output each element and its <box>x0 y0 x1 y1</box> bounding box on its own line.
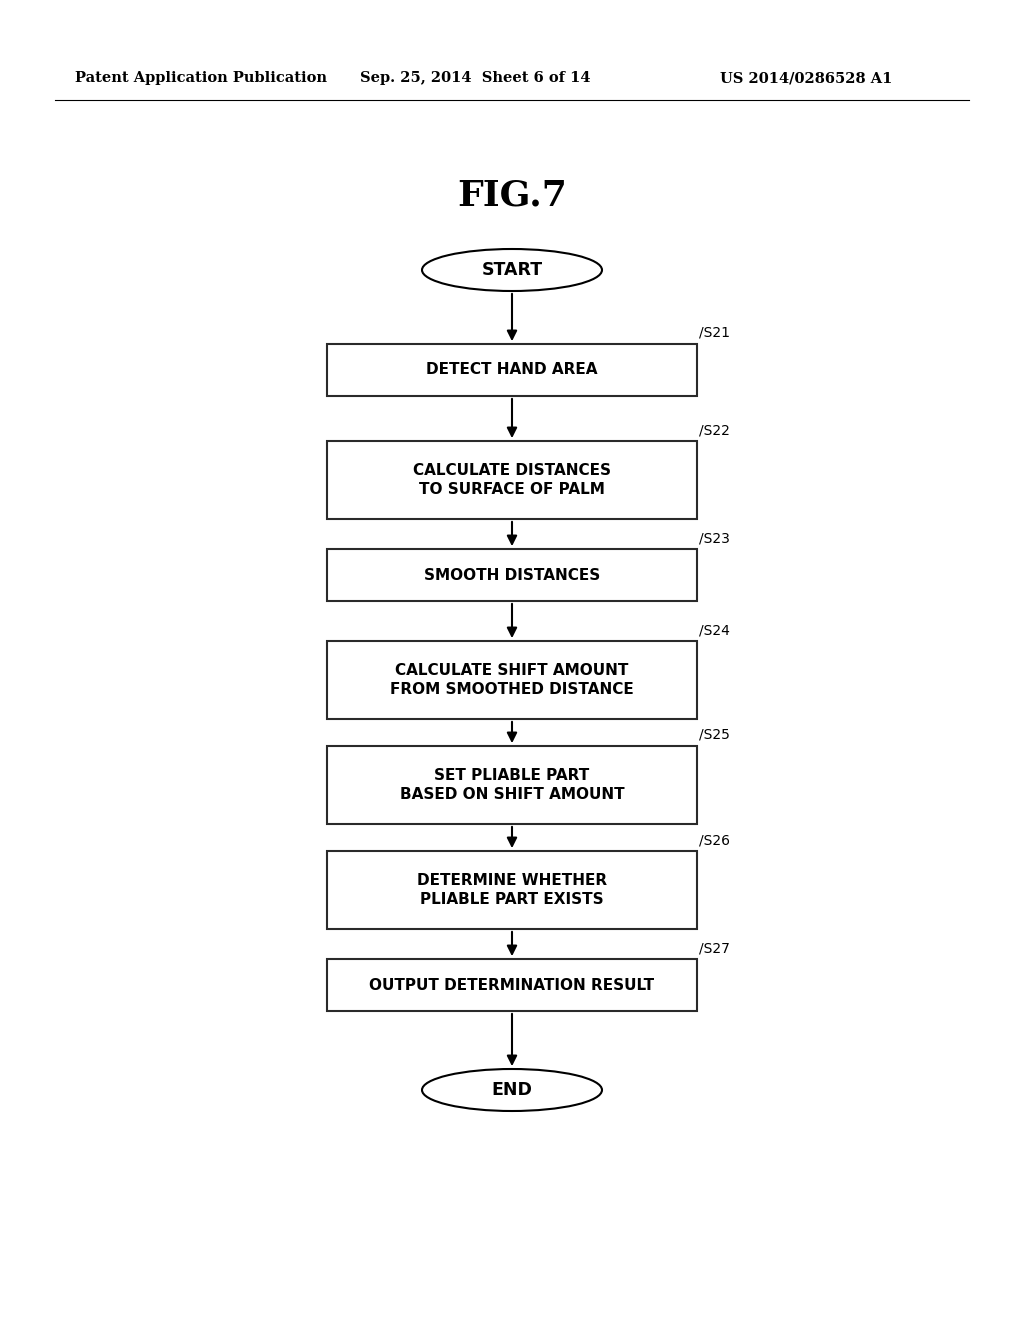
Ellipse shape <box>422 249 602 290</box>
Text: Sep. 25, 2014  Sheet 6 of 14: Sep. 25, 2014 Sheet 6 of 14 <box>360 71 591 84</box>
Text: /S26: /S26 <box>699 833 730 847</box>
Text: /S24: /S24 <box>699 623 730 638</box>
Text: /S23: /S23 <box>699 531 730 545</box>
FancyBboxPatch shape <box>327 441 697 519</box>
Text: DETERMINE WHETHER
PLIABLE PART EXISTS: DETERMINE WHETHER PLIABLE PART EXISTS <box>417 873 607 907</box>
FancyBboxPatch shape <box>327 642 697 719</box>
FancyBboxPatch shape <box>327 746 697 824</box>
Text: START: START <box>481 261 543 279</box>
Text: /S21: /S21 <box>699 326 730 341</box>
Text: SMOOTH DISTANCES: SMOOTH DISTANCES <box>424 568 600 582</box>
Text: DETECT HAND AREA: DETECT HAND AREA <box>426 363 598 378</box>
Text: SET PLIABLE PART
BASED ON SHIFT AMOUNT: SET PLIABLE PART BASED ON SHIFT AMOUNT <box>399 768 625 803</box>
Text: END: END <box>492 1081 532 1100</box>
Ellipse shape <box>422 1069 602 1111</box>
FancyBboxPatch shape <box>327 549 697 601</box>
Text: CALCULATE DISTANCES
TO SURFACE OF PALM: CALCULATE DISTANCES TO SURFACE OF PALM <box>413 462 611 498</box>
FancyBboxPatch shape <box>327 960 697 1011</box>
Text: OUTPUT DETERMINATION RESULT: OUTPUT DETERMINATION RESULT <box>370 978 654 993</box>
Text: /S25: /S25 <box>699 729 730 742</box>
Text: US 2014/0286528 A1: US 2014/0286528 A1 <box>720 71 892 84</box>
Text: /S27: /S27 <box>699 941 730 954</box>
Text: FIG.7: FIG.7 <box>457 178 567 213</box>
FancyBboxPatch shape <box>327 345 697 396</box>
Text: CALCULATE SHIFT AMOUNT
FROM SMOOTHED DISTANCE: CALCULATE SHIFT AMOUNT FROM SMOOTHED DIS… <box>390 663 634 697</box>
FancyBboxPatch shape <box>327 851 697 929</box>
Text: /S22: /S22 <box>699 422 730 437</box>
Text: Patent Application Publication: Patent Application Publication <box>75 71 327 84</box>
